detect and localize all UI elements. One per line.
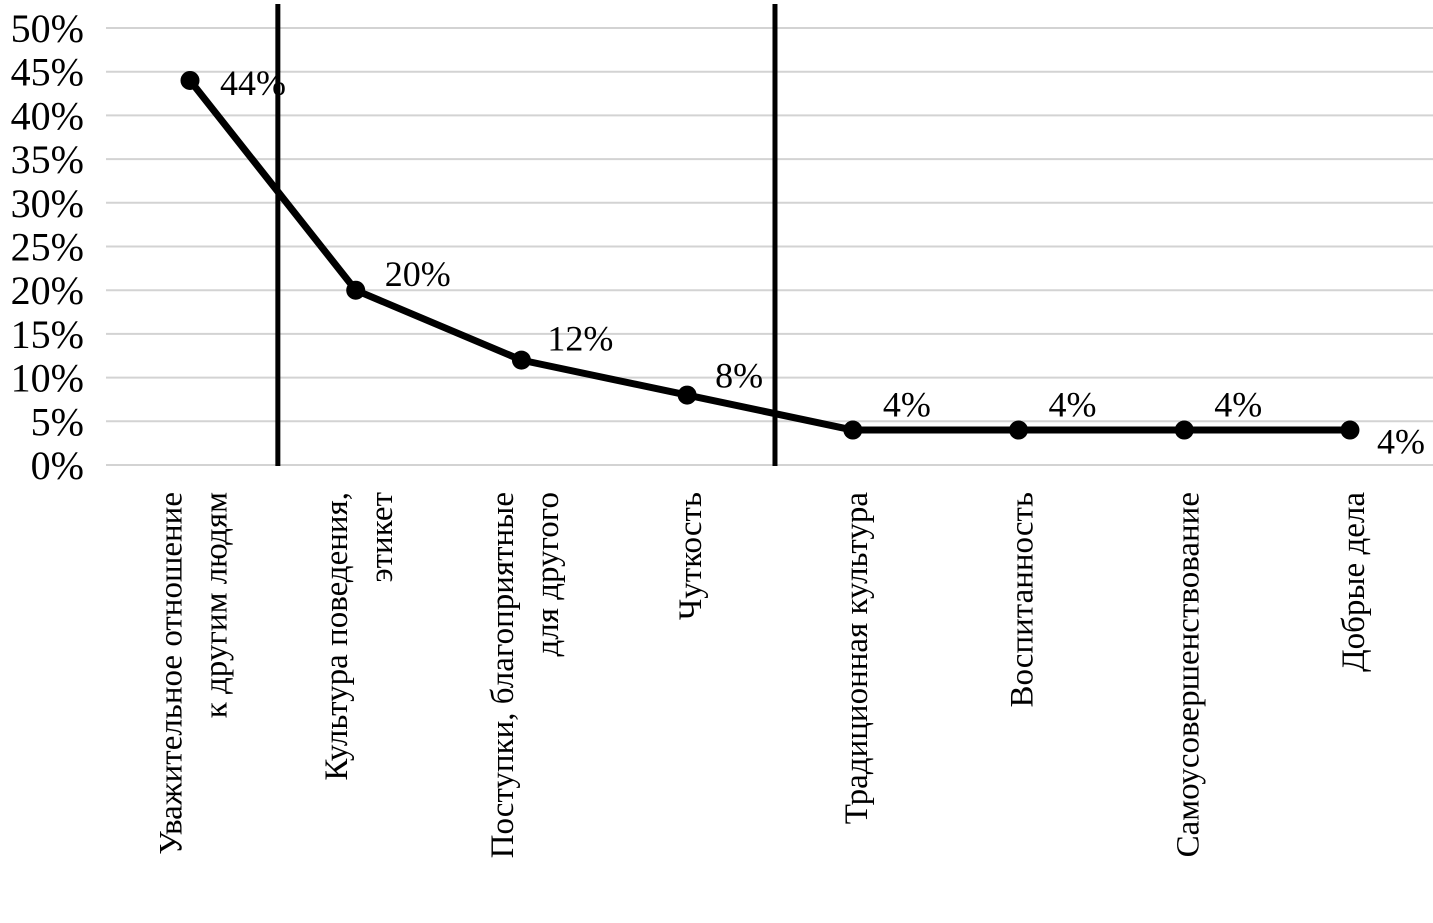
data-point-label: 4% [1049,385,1097,425]
data-point-marker [346,280,366,300]
x-axis-category-label: Самоусовершенствование [1170,492,1206,857]
x-axis-category-label: к другим людям [199,492,235,718]
y-axis-tick-label: 0% [31,443,84,488]
y-axis-tick-label: 50% [11,6,84,51]
x-axis-labels-group: Уважительное отношение к другим людям Куль… [154,492,1372,859]
x-axis-category-label: Добрые дела [1336,492,1372,672]
data-point-marker [180,70,200,90]
data-point-label: 20% [385,254,451,294]
x-axis-category-label: для другого [530,492,566,656]
x-axis-category-label: Уважительное отношение [154,492,190,855]
data-point-marker [1174,420,1194,440]
y-axis-tick-label: 45% [11,50,84,95]
data-point-marker [1009,420,1029,440]
y-axis-tick-label: 25% [11,225,84,270]
y-axis-tick-label: 35% [11,137,84,182]
data-line [186,76,1354,434]
data-point-label: 44% [220,63,286,103]
dividers-group [275,4,778,466]
data-point-label: 8% [715,356,763,396]
y-axis-tick-label: 15% [11,312,84,357]
y-axis-tick-label: 40% [11,93,84,138]
y-axis-tick-label: 30% [11,181,84,226]
x-axis-category-label: Культура поведения, [319,492,355,781]
y-axis-tick-label: 20% [11,268,84,313]
x-axis-category-label: этикет [364,492,400,583]
y-axis-tick-label: 10% [11,356,84,401]
markers-group [180,70,1360,440]
data-point-marker [1340,420,1360,440]
data-point-marker [677,385,697,405]
data-point-marker [843,420,863,440]
x-axis-category-label: Воспитанность [1005,492,1041,708]
data-point-label: 4% [1377,422,1425,462]
y-axis-tick-label: 5% [31,399,84,444]
x-axis-category-label: Чуткость [673,492,709,620]
x-axis-category-label: Традиционная культура [839,492,875,825]
x-axis-category-label: Поступки, благоприятные [485,492,521,858]
data-point-label: 4% [883,385,931,425]
data-point-marker [511,350,531,370]
data-labels-group: 44% 20% 12% 8% 4% 4% 4% 4% [220,63,1425,462]
gridlines-group [106,27,1433,466]
data-point-label: 4% [1214,385,1262,425]
y-axis-labels-group: 0%5%10%15%20%25%30%35%40%45%50% [11,6,84,488]
data-point-label: 12% [547,319,613,359]
